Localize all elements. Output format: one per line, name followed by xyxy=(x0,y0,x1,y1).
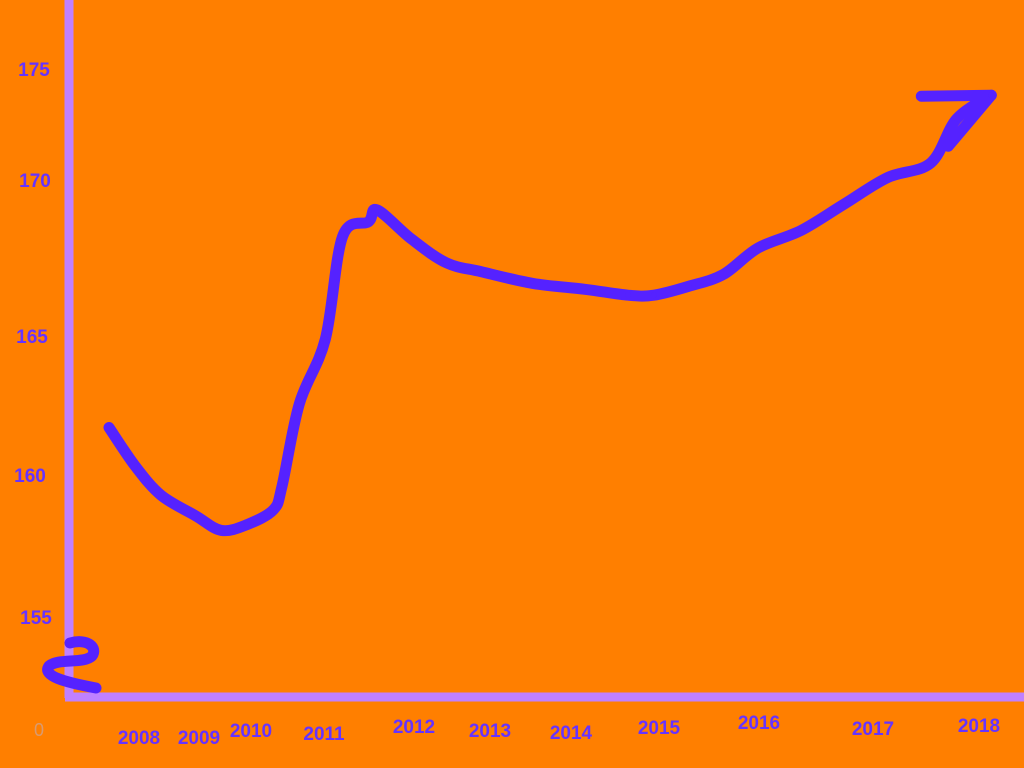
data-point xyxy=(106,424,112,431)
axis-break-squiggle xyxy=(42,636,102,694)
data-point xyxy=(754,245,761,252)
y-tick-label: 175 xyxy=(18,60,50,81)
data-point xyxy=(650,292,657,299)
data-point xyxy=(798,227,804,234)
y-tick-labels: 155 160 165 170 175 xyxy=(14,60,52,629)
x-tick-label: 2014 xyxy=(550,723,593,744)
data-point xyxy=(581,286,588,293)
x-tick-labels: 2008 2009 2010 2011 2012 2013 2014 2015 2016 2017… xyxy=(118,713,1000,749)
x-tick-label: 2008 xyxy=(118,728,160,749)
data-point xyxy=(218,527,225,534)
data-point xyxy=(443,259,450,266)
series-line xyxy=(103,89,997,537)
data-point xyxy=(374,206,381,213)
x-tick-label: 2017 xyxy=(852,719,894,740)
x-tick-label: 2016 xyxy=(738,713,780,734)
y-tick-label: 155 xyxy=(20,608,52,629)
data-point xyxy=(279,483,285,490)
data-point xyxy=(685,283,692,290)
data-point xyxy=(322,336,329,343)
data-point xyxy=(625,292,631,299)
data-point xyxy=(988,92,995,99)
data-point xyxy=(365,218,372,225)
data-point xyxy=(192,512,199,519)
data-point xyxy=(296,400,303,407)
x-tick-label: 2009 xyxy=(178,728,220,749)
data-point xyxy=(720,271,727,278)
x-tick-label: 2015 xyxy=(638,718,681,739)
data-point xyxy=(157,492,164,499)
axes xyxy=(64,0,1024,702)
data-point xyxy=(270,506,277,513)
data-point xyxy=(953,115,960,122)
x-tick-label: 2013 xyxy=(469,721,511,742)
x-tick-label: 2012 xyxy=(393,717,435,738)
y-tick-label: 170 xyxy=(19,171,51,192)
origin-label: 0 xyxy=(34,720,44,740)
data-point xyxy=(841,201,848,207)
series-points xyxy=(106,92,995,534)
data-point xyxy=(339,233,346,240)
data-point xyxy=(244,521,251,528)
data-point xyxy=(529,280,536,287)
x-tick-label: 2011 xyxy=(303,724,345,745)
data-point xyxy=(927,159,934,166)
data-point xyxy=(477,268,484,275)
data-point xyxy=(408,236,415,243)
y-tick-label: 165 xyxy=(16,327,48,348)
data-point xyxy=(884,174,891,181)
y-tick-label: 160 xyxy=(14,466,46,487)
x-tick-label: 2010 xyxy=(230,721,272,742)
data-point xyxy=(131,462,138,469)
x-tick-label: 2018 xyxy=(958,716,1000,737)
